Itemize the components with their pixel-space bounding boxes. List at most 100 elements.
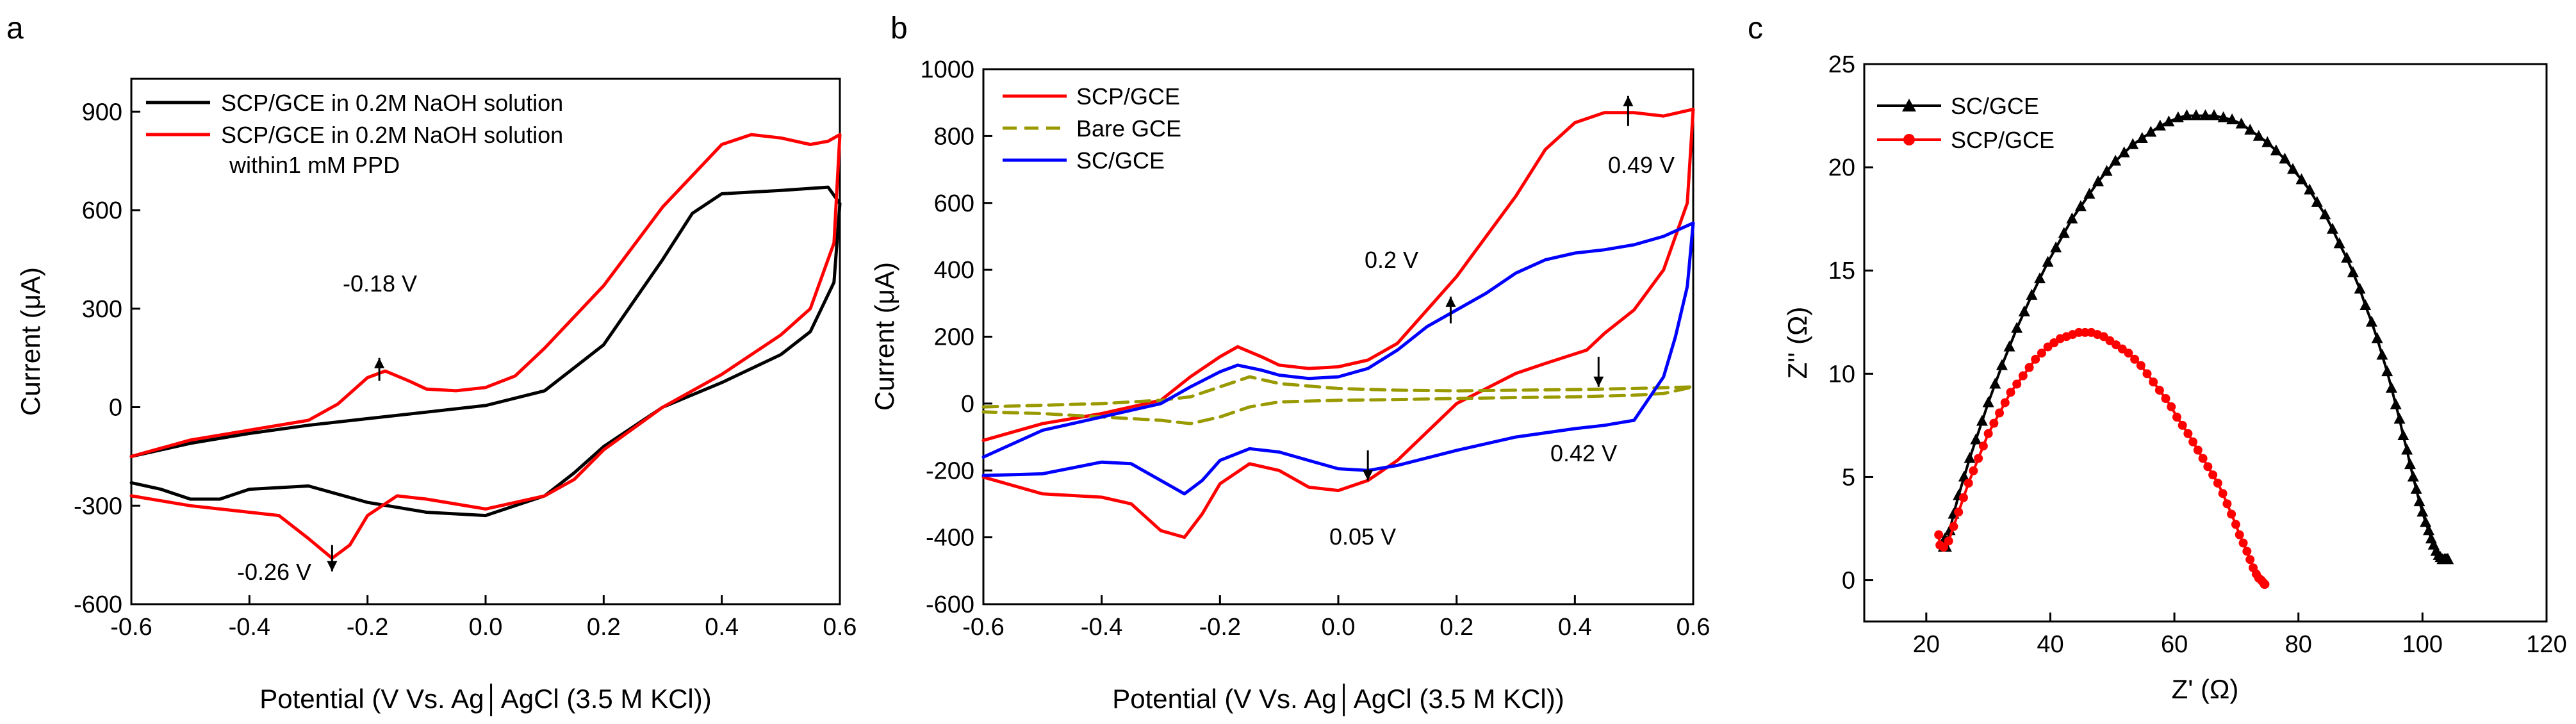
x-tick-label: -0.2 — [1199, 614, 1241, 641]
data-point — [2413, 495, 2425, 507]
x-tick-label: 0.0 — [1322, 614, 1356, 641]
data-point — [2231, 520, 2240, 529]
y-tick-label: -300 — [74, 493, 122, 520]
annotation-b-2: 0.2 V — [1365, 247, 1418, 273]
panel-b: b -0.6 -0.4 -0.2 0.0 0.2 0.4 0.6 -600 -400 -200 0… — [869, 12, 1710, 716]
y-tick-label: 200 — [934, 324, 974, 351]
data-point — [2287, 163, 2299, 174]
data-point — [1934, 530, 1944, 539]
data-point — [2006, 388, 2015, 397]
data-point — [2442, 553, 2454, 564]
data-point — [2208, 470, 2218, 480]
data-point — [2397, 429, 2409, 440]
y-tick-label: -200 — [926, 457, 974, 484]
data-point — [2227, 509, 2236, 519]
data-point — [2031, 354, 2040, 364]
data-point — [2326, 222, 2338, 234]
data-point — [2178, 420, 2187, 430]
data-point — [2092, 175, 2104, 186]
x-tick-label: 0.6 — [823, 614, 857, 641]
arrow-head-icon — [1363, 470, 1374, 481]
data-point — [2213, 479, 2222, 488]
data-point — [2136, 361, 2145, 370]
y-tick-label: 800 — [934, 123, 974, 150]
y-tick-label: 300 — [82, 296, 122, 323]
data-point — [1996, 359, 2008, 370]
data-point — [2181, 109, 2193, 120]
series-line-1 — [981, 375, 1695, 425]
data-point — [2130, 354, 2140, 364]
y-tick-label: -600 — [74, 591, 122, 618]
x-tick-label: 0.4 — [1558, 614, 1592, 641]
data-point — [2376, 349, 2388, 360]
data-point — [2235, 117, 2247, 129]
series-line-0 — [981, 108, 1695, 539]
data-point — [1954, 507, 1964, 517]
data-point — [2347, 266, 2359, 277]
data-point — [2252, 129, 2265, 141]
y-tick-label: 20 — [1828, 154, 1855, 181]
arrow-head-icon — [1623, 95, 1634, 106]
data-point — [2080, 327, 2090, 337]
data-point — [2033, 272, 2046, 284]
x-tick-label: -0.2 — [347, 614, 388, 641]
y-tick-label: 600 — [934, 190, 974, 217]
data-point — [2058, 227, 2070, 238]
legend: SCP/GCE in 0.2M NaOH solution SCP/GCE in… — [146, 90, 563, 178]
x-axis-title: Z' (Ω) — [2172, 674, 2239, 704]
panel-letter-a: a — [6, 12, 24, 45]
y-axis-title: Current (μA) — [15, 267, 45, 416]
x-tick-label: 0.0 — [469, 614, 503, 641]
y-tick-label: 0 — [109, 395, 122, 422]
x-tick-label: 60 — [2161, 631, 2188, 658]
data-point — [2410, 482, 2422, 494]
annotation-b-1: 0.49 V — [1608, 152, 1675, 178]
annotation-b-3: 0.42 V — [1550, 440, 1617, 466]
data-point — [1958, 493, 1968, 502]
data-point — [2037, 349, 2046, 358]
circle-marker-icon — [1903, 134, 1915, 145]
data-point — [2154, 386, 2164, 395]
data-point — [2423, 524, 2435, 536]
data-point — [2261, 136, 2274, 147]
y-tick-label: 400 — [934, 257, 974, 284]
data-point — [2404, 458, 2416, 470]
data-point — [2000, 398, 2010, 407]
data-point — [2235, 530, 2244, 539]
y-tick-labels: -600 -400 -200 0 200 400 600 800 1000 — [920, 56, 992, 618]
data-point — [2193, 445, 2203, 455]
series-line-1 — [129, 133, 842, 560]
data-point — [2365, 315, 2377, 327]
legend-label-2-cont: within1 mM PPD — [229, 152, 400, 178]
data-point — [2295, 173, 2308, 185]
data-point — [1989, 418, 1999, 428]
data-point — [2011, 322, 2023, 333]
data-point — [2341, 251, 2353, 263]
legend-label-sc: SC/GCE — [1951, 93, 2039, 119]
data-point — [2163, 115, 2175, 127]
data-point — [2183, 429, 2193, 438]
x-tick-labels: -0.6 -0.4 -0.2 0.0 0.2 0.4 0.6 — [110, 595, 857, 641]
arrow-head-icon — [1593, 376, 1604, 387]
data-point — [2136, 132, 2148, 143]
x-tick-labels: -0.6 -0.4 -0.2 0.0 0.2 0.4 0.6 — [962, 595, 1710, 641]
data-point — [2354, 283, 2366, 294]
y-tick-label: 900 — [82, 99, 122, 126]
data-point — [2416, 506, 2429, 517]
y-tick-label: 0 — [961, 391, 974, 418]
data-point — [2407, 470, 2419, 482]
x-tick-label: -0.4 — [229, 614, 270, 641]
data-point — [2101, 165, 2113, 176]
data-point — [2190, 109, 2202, 120]
series-layer — [129, 133, 842, 560]
series-layer — [981, 108, 1695, 539]
x-tick-label: 0.6 — [1677, 614, 1710, 641]
legend-label-scp: SCP/GCE — [1076, 83, 1180, 110]
y-tick-label: 15 — [1828, 258, 1855, 284]
legend: SCP/GCE Bare GCE SC/GCE — [1003, 83, 1181, 174]
annotation-a-1: -0.18 V — [343, 270, 417, 297]
data-point — [2042, 256, 2054, 267]
data-point — [2385, 381, 2397, 393]
data-point — [1995, 408, 2005, 418]
